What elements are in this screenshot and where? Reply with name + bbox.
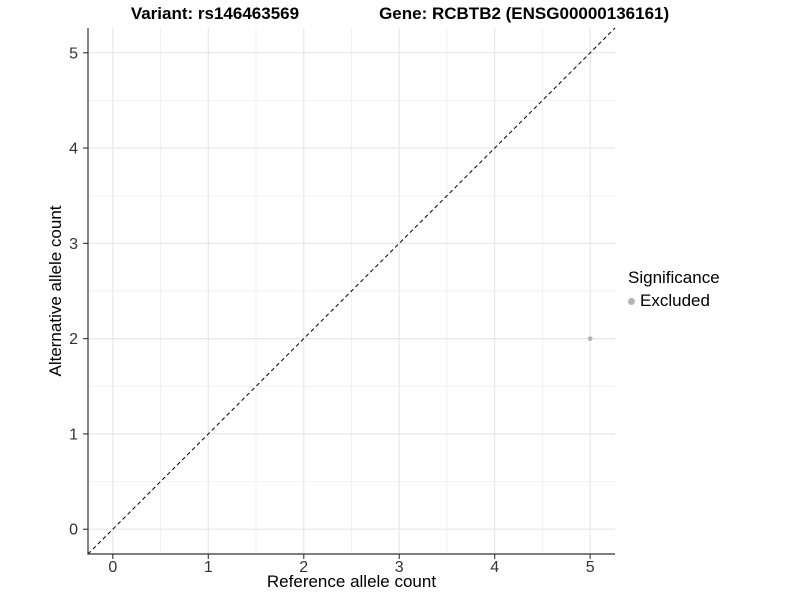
plot-title: Variant: rs146463569 Gene: RCBTB2 (ENSG0… (0, 4, 800, 24)
x-tick-label: 5 (586, 559, 595, 576)
identity-dashed-line (87, 27, 616, 555)
y-axis-label: Alternative allele count (46, 205, 65, 377)
legend-key-dot (628, 297, 635, 305)
title-variant: Variant: rs146463569 (130, 4, 300, 23)
x-axis-label: Reference allele count (266, 572, 437, 591)
y-tick-label: 1 (69, 426, 78, 443)
y-tick-label: 2 (69, 331, 78, 348)
x-tick-label: 1 (204, 559, 213, 576)
legend: Significance Excluded (628, 268, 720, 311)
legend-item-label: Excluded (640, 291, 710, 310)
x-tick-label: 2 (299, 559, 308, 576)
y-tick-label: 0 (69, 522, 78, 539)
y-tick-label: 4 (69, 141, 78, 158)
x-tick-label: 3 (395, 559, 404, 576)
x-tick-label: 0 (108, 559, 117, 576)
legend-title: Significance (628, 268, 720, 287)
x-tick-label: 4 (490, 559, 499, 576)
y-tick-label: 3 (69, 236, 78, 253)
data-point (587, 336, 593, 342)
y-tick-label: 5 (69, 45, 78, 62)
legend-item-excluded: Excluded (628, 291, 720, 311)
title-gene: Gene: RCBTB2 (ENSG00000136161) (379, 4, 670, 23)
